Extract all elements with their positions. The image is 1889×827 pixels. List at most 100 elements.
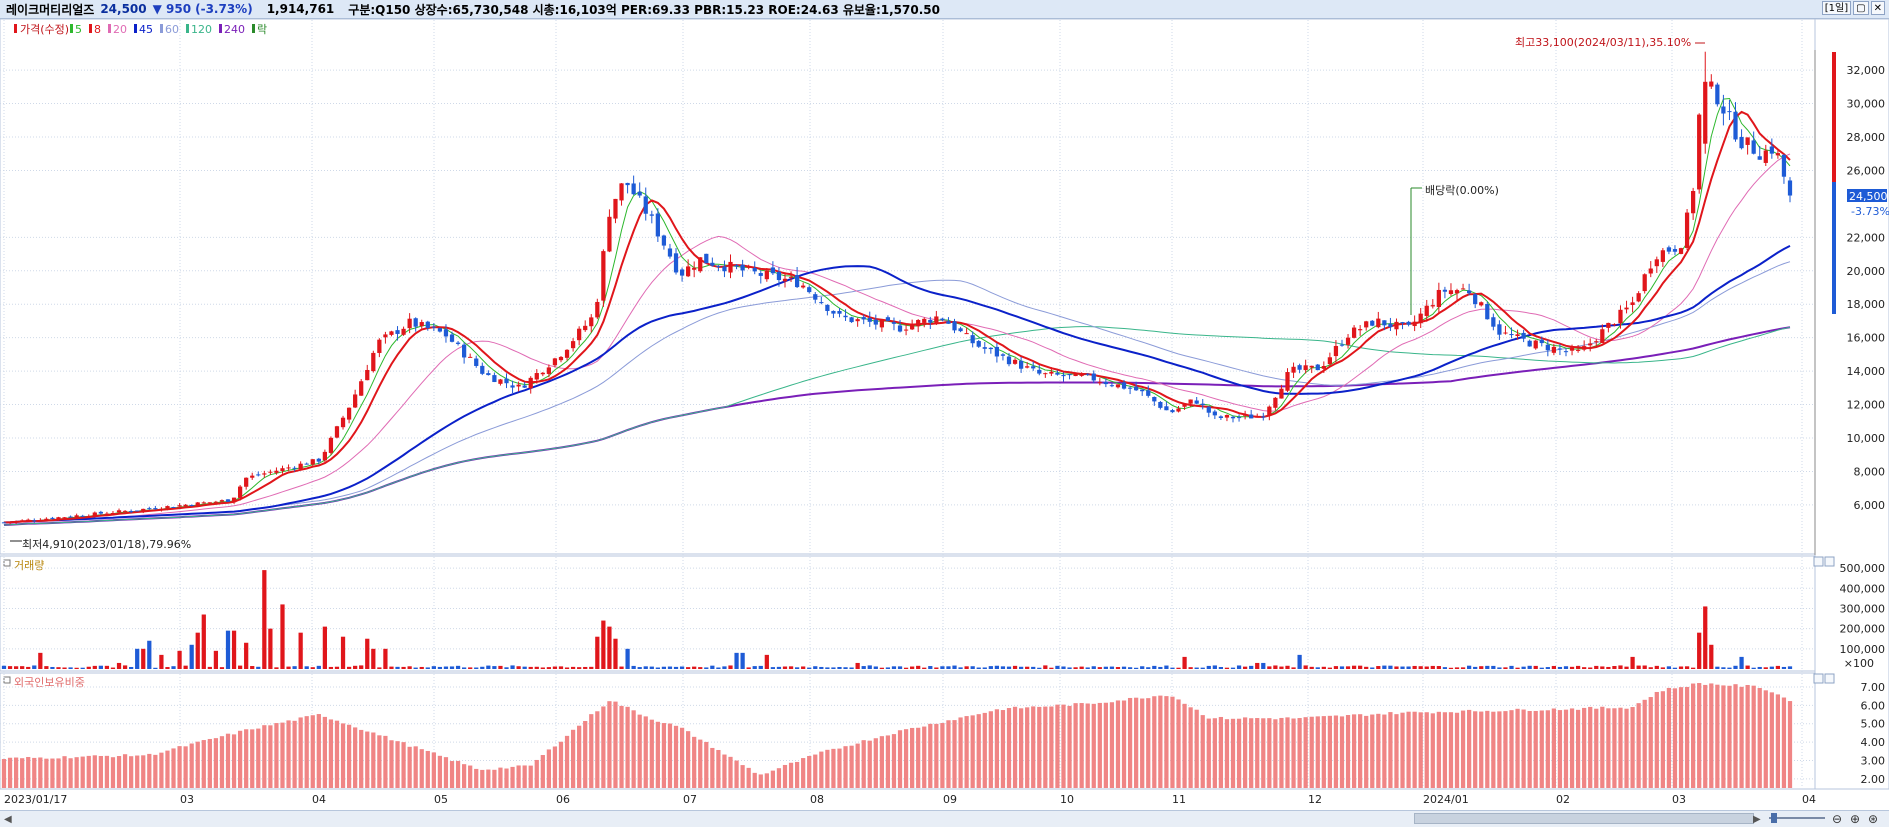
foreign-bar [1394,714,1399,788]
candle-body [104,513,110,515]
volume-tick: 300,000 [1840,602,1886,615]
volume-bar [546,667,552,669]
volume-bar [970,666,975,669]
candle-body [177,505,182,507]
close-icon[interactable]: ✕ [1870,1,1885,15]
foreign-bar [831,748,836,788]
volume-bar [510,665,515,669]
foreign-bar [903,729,909,788]
volume-bar [1091,666,1096,669]
zoom-in-icon[interactable]: ⊕ [1850,812,1861,826]
volume-bar [1345,666,1351,669]
candle-body [492,375,497,383]
foreign-bar [1533,710,1538,788]
volume-bar [1255,662,1260,669]
candle-body [74,515,79,518]
candle-body [431,326,436,328]
candle-body [1757,156,1762,160]
foreign-bar [782,764,788,788]
volume-bar [135,648,140,669]
foreign-bar [298,717,303,788]
foreign-bar [310,715,315,788]
candle-body [1297,365,1302,370]
candle-body [153,508,158,510]
volume-bar [1600,666,1605,669]
volume-bar [1388,665,1393,669]
scroll-right-icon[interactable]: ▶ [1753,814,1761,825]
volume-bar [813,666,818,669]
volume-tick: 100,000 [1840,643,1886,656]
foreign-bar [135,755,140,788]
foreign-bar [1152,696,1157,788]
foreign-bar [1509,710,1514,788]
foreign-bar [116,756,122,788]
candle-body [498,379,503,384]
candle-body [534,373,539,380]
price-tick: 18,000 [1847,298,1886,311]
scroll-left-icon[interactable]: ◀ [4,814,12,825]
volume-bar [462,667,467,669]
candle-body [1418,313,1423,324]
price-tick: 12,000 [1847,399,1886,412]
foreign-bar [601,706,606,788]
candle-body [1763,150,1768,163]
stock-name[interactable]: 레이크머티리얼즈 [6,2,95,17]
scrollbar[interactable]: ◀ ▶ ⊖ ⊕ ⊛ [0,810,1889,827]
candle-body [1170,410,1175,413]
foreign-bar [1497,711,1502,788]
minimize-icon[interactable]: ▢ [1853,1,1869,15]
volume-bar [710,665,715,669]
foreign-bar [1636,703,1641,788]
candle-body [437,328,443,332]
candle-body [770,267,776,274]
volume-bar [56,667,61,669]
foreign-bar [231,734,237,788]
scroll-thumb[interactable] [1414,813,1754,824]
volume-bar [1624,666,1629,669]
volume-bar [1200,667,1205,669]
volume-bar [1000,666,1006,669]
volume-bar [589,666,594,669]
candle-body [231,497,237,503]
volume-bar [1043,665,1048,669]
candle-body [1043,373,1048,375]
foreign-bar [637,714,642,788]
volume-bar [353,665,358,669]
volume-bar [1079,666,1084,669]
candle-body [1394,321,1399,330]
candle-body [655,213,660,237]
volume-bar [129,666,134,669]
volume-bar [1170,667,1175,669]
candle-body [225,499,231,502]
candle-body [1315,364,1320,371]
volume-bar [976,667,981,669]
ma-5-line [3,97,1791,523]
zoom-reset-icon[interactable]: ⊛ [1868,812,1879,826]
candle-body [1376,318,1381,328]
foreign-bar [1400,712,1405,788]
volume-bar [431,666,436,669]
candle-body [1339,344,1345,346]
candle-body [1388,323,1393,328]
zoom-slider[interactable] [1769,817,1825,819]
zoom-out-icon[interactable]: ⊖ [1832,812,1843,826]
stock-chart[interactable]: 가격(수정) 5 8 20 45 60 120 240 락 거래량 외국인보유비중 32,00… [0,0,1889,810]
foreign-bar [1339,716,1345,788]
foreign-bar [7,757,13,788]
candle-body [522,385,527,388]
foreign-bar [480,769,485,788]
candle-body [643,196,648,214]
foreign-bar [413,746,418,788]
foreign-bar [522,765,527,788]
foreign-bar [334,720,340,788]
volume-bar [928,666,933,669]
candle-body [1230,416,1236,419]
foreign-bar [801,758,806,788]
zoom-handle[interactable] [1771,813,1777,823]
volume-bar [655,667,660,669]
foreign-bar [625,706,630,788]
volume-bar [231,630,237,669]
period-button[interactable]: [1일] [1821,1,1852,15]
candle-body [1521,332,1526,339]
candle-body [1085,373,1090,375]
